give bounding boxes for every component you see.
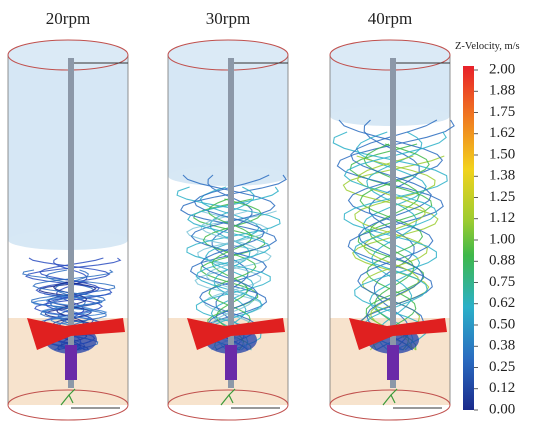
legend-label: 2.00 (489, 61, 515, 77)
cylinder-panel: 20rpm (8, 9, 128, 420)
legend-label: 1.25 (489, 189, 515, 205)
panel-label: 40rpm (368, 9, 412, 28)
figure: 20rpm 30rpm 40rpm Z-Velocity, m/s 2.00 1.88… (0, 0, 547, 430)
shaft (68, 58, 74, 388)
legend-labels: 2.00 1.88 1.75 1.62 1.50 1.38 1.25 1.12 1.00 0.88… (474, 61, 515, 417)
panel-label: 20rpm (46, 9, 90, 28)
page: {"panels": [{"label": "20rpm"}, {"label"… (0, 0, 547, 430)
legend-label: 1.88 (489, 83, 515, 99)
shaft (228, 58, 234, 388)
hub (225, 345, 237, 380)
legend-label: 1.75 (489, 104, 515, 120)
cylinder-panel: 30rpm (168, 9, 288, 420)
legend-title: Z-Velocity, m/s (455, 41, 520, 52)
legend-label: 1.38 (489, 168, 515, 184)
legend-label: 0.50 (489, 316, 515, 332)
legend-label: 0.75 (489, 274, 515, 290)
hub (65, 345, 77, 380)
colorbar (463, 66, 474, 410)
shaft (390, 58, 396, 388)
cylinder-panel: 40rpm (330, 9, 454, 420)
legend-label: 1.50 (489, 146, 515, 162)
legend-label: 0.00 (489, 401, 515, 417)
hub (387, 345, 399, 380)
legend-label: 0.38 (489, 338, 515, 354)
legend-label: 0.88 (489, 253, 515, 269)
legend-label: 1.62 (489, 125, 515, 141)
legend-label: 1.00 (489, 231, 515, 247)
legend-label: 0.12 (489, 380, 515, 396)
panels: 20rpm 30rpm 40rpm (8, 9, 454, 420)
panel-label: 30rpm (206, 9, 250, 28)
legend-label: 1.12 (489, 210, 515, 226)
legend-label: 0.62 (489, 295, 515, 311)
legend-label: 0.25 (489, 359, 515, 375)
